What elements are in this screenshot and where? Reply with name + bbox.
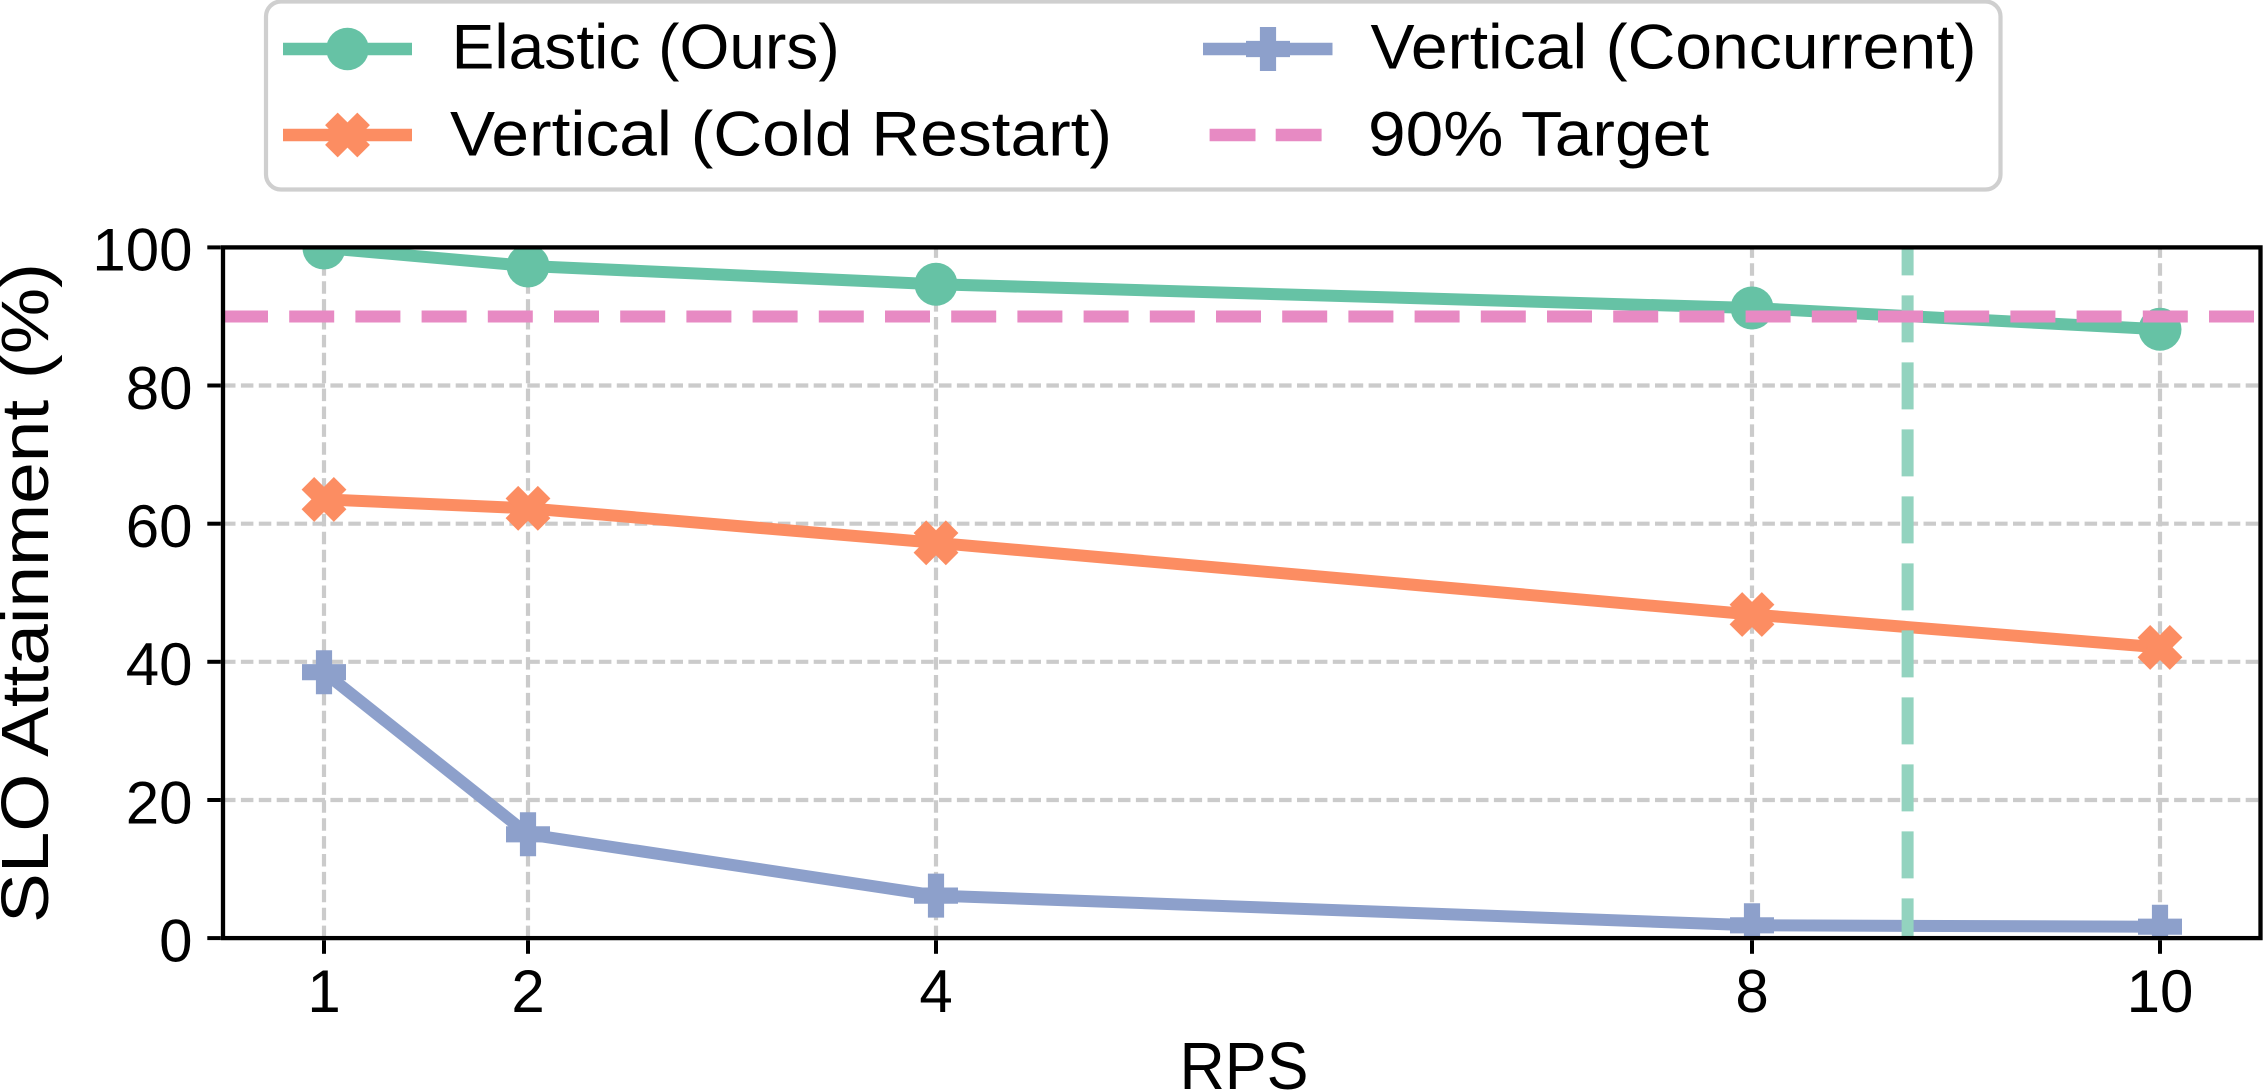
svg-text:Vertical (Cold Restart): Vertical (Cold Restart): [450, 100, 1112, 170]
svg-text:90% Target: 90% Target: [1368, 100, 1710, 170]
svg-text:4: 4: [919, 958, 952, 1025]
svg-text:20: 20: [126, 769, 193, 836]
svg-text:SLO Attainment (%): SLO Attainment (%): [0, 263, 63, 923]
svg-text:10: 10: [2127, 958, 2194, 1025]
svg-text:Vertical (Concurrent): Vertical (Concurrent): [1371, 13, 1977, 83]
svg-text:60: 60: [126, 493, 193, 560]
svg-text:0: 0: [159, 907, 192, 974]
svg-text:1: 1: [307, 958, 340, 1025]
svg-text:80: 80: [126, 355, 193, 422]
svg-text:40: 40: [126, 631, 193, 698]
svg-text:Elastic (Ours): Elastic (Ours): [452, 13, 840, 83]
svg-text:8: 8: [1735, 958, 1768, 1025]
svg-text:2: 2: [511, 958, 544, 1025]
svg-text:100: 100: [92, 217, 192, 284]
svg-text:RPS: RPS: [1180, 1029, 1309, 1092]
